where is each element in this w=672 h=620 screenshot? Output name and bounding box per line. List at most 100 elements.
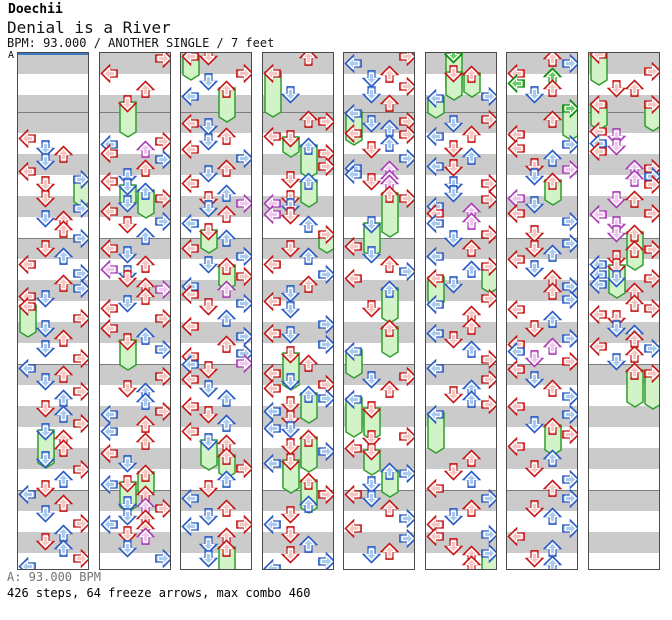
beat-stripe [589, 154, 659, 175]
note-arrow-left [181, 284, 199, 304]
note-arrow-right [480, 109, 496, 129]
note-arrow-left [507, 359, 525, 379]
note-arrow-down [35, 289, 55, 308]
note-arrow-right [480, 288, 496, 308]
freeze-arrow-body [590, 53, 608, 86]
note-arrow-left [18, 161, 36, 181]
freeze-arrow-body [200, 439, 218, 471]
beat-stripe [344, 532, 414, 553]
note-arrow-up [542, 243, 562, 262]
note-arrow-up [53, 219, 73, 238]
note-arrow-up [53, 438, 73, 457]
note-arrow-left [426, 294, 444, 314]
note-arrow-down [443, 507, 463, 526]
note-arrow-left [100, 171, 118, 191]
note-arrow-up [216, 256, 236, 275]
note-arrow-left [589, 274, 607, 294]
beat-stripe [100, 154, 170, 175]
note-arrow-up [298, 534, 318, 553]
note-arrow-up [216, 126, 236, 145]
note-arrow-right [561, 404, 577, 424]
note-arrow-right [480, 189, 496, 209]
beat-stripe [507, 406, 577, 427]
note-arrow-left [589, 304, 607, 324]
note-arrow-down [524, 319, 544, 338]
note-arrow-right [398, 366, 414, 386]
beat-stripe [181, 154, 251, 175]
note-arrow-right [561, 424, 577, 444]
note-arrow-down [443, 462, 463, 481]
note-arrow-down [198, 479, 218, 498]
note-arrow-left [100, 421, 118, 441]
note-arrow-left [426, 156, 444, 176]
note-arrow-left [507, 299, 525, 319]
note-arrow-down [443, 114, 463, 133]
note-arrow-up [216, 183, 236, 202]
beat-stripe [100, 364, 170, 385]
note-arrow-up [624, 344, 644, 363]
note-arrow-left [344, 268, 362, 288]
note-arrow-down [524, 259, 544, 278]
note-arrow-down [280, 170, 300, 189]
note-arrow-right [317, 441, 333, 461]
note-arrow-up [461, 339, 481, 358]
note-arrow-down [606, 309, 626, 328]
note-arrow-down [524, 349, 544, 368]
note-arrow-left [263, 418, 281, 438]
note-arrow-left [181, 516, 199, 536]
note-arrow-left [18, 358, 36, 378]
note-arrow-right [561, 211, 577, 231]
note-arrow-down [280, 525, 300, 544]
note-arrow-down [198, 549, 218, 568]
measure-line [181, 490, 251, 491]
note-arrow-left [507, 138, 525, 158]
note-arrow-down [35, 532, 55, 551]
note-arrow-right [561, 289, 577, 309]
beat-stripe [263, 112, 333, 133]
note-arrow-right [561, 518, 577, 538]
chart-column-1 [17, 52, 89, 570]
note-arrow-left [507, 436, 525, 456]
beat-stripe [344, 490, 414, 511]
note-arrow-right [480, 543, 496, 563]
note-arrow-right [561, 488, 577, 508]
note-arrow-left [426, 268, 444, 288]
note-arrow-up [542, 554, 562, 569]
note-arrow-down [361, 442, 381, 461]
note-arrow-up [379, 318, 399, 337]
note-arrow-up [135, 79, 155, 98]
note-arrow-up [542, 448, 562, 467]
note-arrow-up [298, 214, 318, 233]
note-arrow-left [507, 341, 525, 361]
note-arrow-right [480, 524, 496, 544]
beat-stripe [426, 448, 496, 469]
note-arrow-up [216, 469, 236, 488]
note-arrow-right [561, 351, 577, 371]
note-arrow-down [280, 325, 300, 344]
note-arrow-left [263, 126, 281, 146]
note-arrow-right [480, 86, 496, 106]
note-arrow-left [507, 73, 525, 93]
note-arrow-right [480, 349, 496, 369]
note-arrow-down [443, 229, 463, 248]
note-arrow-up [624, 189, 644, 208]
note-arrow-left [263, 514, 281, 534]
note-arrow-left [18, 128, 36, 148]
note-arrow-right [72, 548, 88, 568]
note-arrow-down [35, 139, 55, 158]
note-arrow-up [216, 204, 236, 223]
beat-stripe [263, 53, 333, 74]
note-arrow-down [361, 370, 381, 389]
note-arrow-down [117, 507, 137, 526]
chart-column-5 [343, 52, 415, 570]
note-arrow-down [443, 330, 463, 349]
note-arrow-left [263, 63, 281, 83]
beat-stripe [589, 448, 659, 469]
chart-column-4 [262, 52, 334, 570]
beat-stripe [507, 490, 577, 511]
note-arrow-down [117, 215, 137, 234]
note-arrow-left [181, 86, 199, 106]
note-arrow-left [181, 113, 199, 133]
note-arrow-down [198, 190, 218, 209]
beat-stripe [18, 154, 88, 175]
